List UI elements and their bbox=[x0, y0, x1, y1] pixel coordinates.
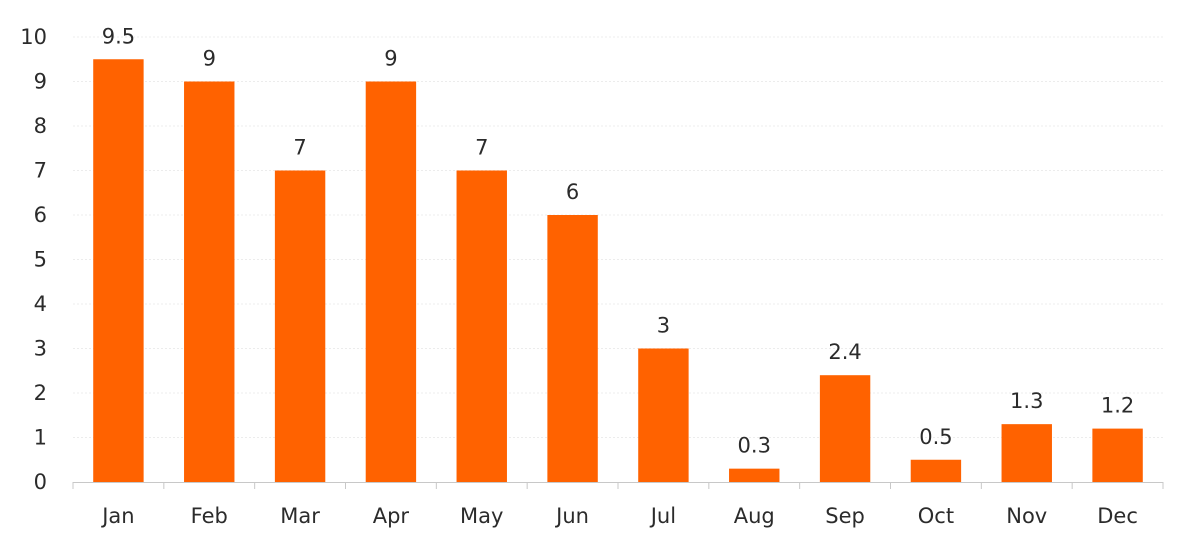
y-tick-label: 3 bbox=[34, 337, 47, 361]
x-tick-label: Apr bbox=[373, 504, 410, 528]
bar-jun bbox=[547, 215, 598, 482]
bar-jul bbox=[638, 348, 689, 482]
data-label: 9 bbox=[203, 47, 216, 71]
bar-may bbox=[456, 170, 507, 482]
data-label: 9 bbox=[384, 47, 397, 71]
bar-oct bbox=[910, 459, 962, 482]
y-tick-label: 2 bbox=[34, 381, 47, 405]
x-tick-label: Jun bbox=[554, 504, 589, 528]
x-tick-label: Nov bbox=[1006, 504, 1047, 528]
y-tick-label: 4 bbox=[34, 292, 47, 316]
x-tick-label: Oct bbox=[918, 504, 954, 528]
x-tick-label: Jan bbox=[100, 504, 134, 528]
x-tick-label: Jul bbox=[649, 504, 676, 528]
bar-jan bbox=[93, 59, 144, 482]
data-label: 7 bbox=[293, 136, 306, 160]
data-labels: 9.5 9 7 9 7 6 3 0.3 2.4 0.5 1.3 1.2 bbox=[102, 24, 1135, 457]
data-label: 1.3 bbox=[1010, 389, 1043, 413]
bar-feb bbox=[184, 81, 235, 482]
data-label: 7 bbox=[475, 136, 488, 160]
x-tick-label: May bbox=[460, 504, 503, 528]
y-axis-tick-labels: 0 1 2 3 4 5 6 7 8 9 10 bbox=[20, 25, 47, 494]
bars bbox=[93, 59, 1143, 482]
bar-mar bbox=[274, 170, 326, 482]
bar-sep bbox=[819, 375, 871, 482]
y-tick-label: 5 bbox=[34, 248, 47, 272]
x-tick-label: Sep bbox=[825, 504, 865, 528]
data-label: 2.4 bbox=[828, 340, 861, 364]
y-tick-label: 10 bbox=[20, 25, 47, 49]
data-label: 0.3 bbox=[738, 434, 771, 458]
data-label: 3 bbox=[657, 314, 670, 338]
bar-dec bbox=[1092, 428, 1143, 482]
y-tick-label: 6 bbox=[34, 203, 47, 227]
gridlines bbox=[73, 36, 1163, 438]
y-tick-label: 8 bbox=[34, 114, 47, 138]
y-tick-label: 1 bbox=[34, 426, 47, 450]
x-axis-tick-labels: Jan Feb Mar Apr May Jun Jul Aug Sep Oct Nov Dec bbox=[100, 504, 1138, 528]
data-label: 6 bbox=[566, 180, 579, 204]
y-tick-label: 7 bbox=[34, 159, 47, 183]
data-label: 9.5 bbox=[102, 24, 135, 48]
x-tick-label: Feb bbox=[191, 504, 228, 528]
bar-nov bbox=[1001, 424, 1052, 482]
x-tick-label: Aug bbox=[734, 504, 775, 528]
bar-apr bbox=[365, 81, 417, 482]
data-label: 0.5 bbox=[919, 425, 952, 449]
bar-aug bbox=[729, 468, 780, 482]
x-tick-label: Dec bbox=[1097, 504, 1138, 528]
y-tick-label: 9 bbox=[34, 70, 47, 94]
x-axis-ticks bbox=[72, 482, 1164, 489]
data-label: 1.2 bbox=[1101, 394, 1134, 418]
y-tick-label: 0 bbox=[34, 470, 47, 494]
x-tick-label: Mar bbox=[280, 504, 320, 528]
